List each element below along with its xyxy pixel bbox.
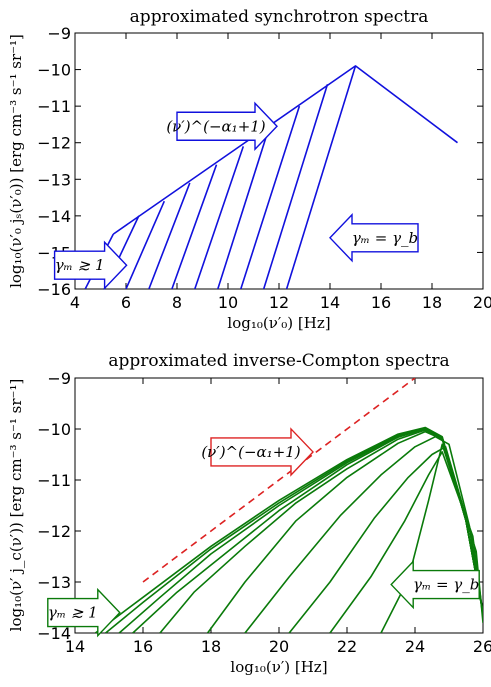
series-line-10 [285, 65, 357, 289]
y-tick-label: −9 [47, 369, 71, 388]
x-tick-label: 16 [371, 293, 391, 312]
y-tick-label: −16 [37, 280, 71, 299]
synchrotron-title: approximated synchrotron spectra [130, 7, 429, 27]
annotation-label-1: γₘ = γ_b [352, 229, 418, 247]
annotation-label-0: (ν′)^(−α₁+1) [201, 443, 300, 461]
x-tick-label: 24 [405, 637, 425, 656]
inverse-compton-title: approximated inverse-Compton spectra [108, 351, 449, 371]
synchrotron-plot-frame [74, 32, 484, 290]
inverse-compton-annotations: (ν′)^(−α₁+1) γₘ = γ_b γₘ ≳ 1 [47, 427, 480, 638]
x-tick-label: 18 [422, 293, 442, 312]
annotation-label-2: γₘ ≳ 1 [48, 604, 98, 622]
x-tick-label: 20 [269, 637, 289, 656]
series-line-3 [125, 200, 166, 289]
x-tick-label: 18 [201, 637, 221, 656]
annotation-arrow-2 [47, 587, 121, 638]
series-line-8 [329, 451, 483, 633]
synchrotron-curves [84, 65, 458, 289]
synchrotron-y-label: log₁₀(ν′₀ jₛ(ν′₀)) [erg cm⁻³ s⁻¹ sr⁻¹] [7, 34, 25, 288]
y-tick-label: −10 [37, 420, 71, 439]
inverse-compton-x-label: log₁₀(ν′) [Hz] [230, 658, 327, 676]
y-tick-label: −12 [37, 522, 71, 541]
inverse-compton-y-label: log₁₀(ν′ j_c(ν′)) [erg cm⁻³ s⁻¹ sr⁻¹] [7, 379, 25, 632]
x-tick-label: 14 [65, 637, 85, 656]
synchrotron-x-ticks: 4 6 8 10 12 14 16 18 20 [70, 33, 491, 312]
annotation-label-2: γₘ ≳ 1 [55, 256, 105, 274]
annotation-label-1: γₘ = γ_b [413, 576, 479, 594]
x-tick-label: 26 [473, 637, 491, 656]
y-tick-label: −9 [47, 24, 71, 43]
y-tick-label: −14 [37, 207, 71, 226]
y-tick-label: −14 [37, 624, 71, 643]
y-tick-label: −11 [37, 97, 71, 116]
series-line-7 [288, 445, 483, 633]
inverse-compton-x-ticks: 14 16 18 20 22 24 26 [65, 378, 491, 656]
x-tick-label: 16 [133, 637, 153, 656]
synchrotron-panel: approximated synchrotron spectra 4 6 8 10 12… [7, 7, 491, 332]
y-tick-label: −13 [37, 573, 71, 592]
y-tick-label: −13 [37, 170, 71, 189]
annotation-arrow-0 [176, 101, 278, 152]
inverse-compton-curves [94, 426, 483, 633]
x-tick-label: 6 [121, 293, 131, 312]
annotation-arrow-1 [329, 213, 419, 263]
x-tick-label: 20 [473, 293, 491, 312]
series-line-9 [262, 83, 329, 289]
inverse-compton-y-ticks: −9 −10 −11 −12 −13 −14 [37, 369, 483, 643]
y-tick-label: −11 [37, 471, 71, 490]
series-line-8 [240, 105, 301, 289]
y-tick-label: −12 [37, 134, 71, 153]
x-tick-label: 22 [337, 637, 357, 656]
y-tick-label: −10 [37, 61, 71, 80]
series-line-7 [217, 124, 271, 289]
series-line-4 [148, 182, 191, 289]
series-line-6 [244, 435, 483, 633]
x-tick-label: 8 [172, 293, 182, 312]
x-tick-label: 14 [320, 293, 340, 312]
series-line-9 [380, 443, 483, 633]
x-tick-label: 10 [218, 293, 238, 312]
annotation-arrow-2 [53, 240, 128, 290]
annotation-arrow-0 [210, 427, 314, 477]
inverse-compton-dashed-asymptote [142, 378, 416, 583]
inverse-compton-panel: approximated inverse-Compton spectra 14 1… [7, 351, 491, 676]
synchrotron-y-ticks: −9−10−11−12−13−14−15−16 [37, 24, 483, 299]
dashed-asymptote-line [142, 378, 416, 583]
x-tick-label: 4 [70, 293, 80, 312]
synchrotron-annotations: (ν′)^(−α₁+1) γₘ = γ_b γₘ ≳ 1 [53, 101, 419, 290]
series-line-6 [194, 146, 245, 289]
annotation-label-0: (ν′)^(−α₁+1) [166, 117, 265, 135]
x-tick-label: 12 [269, 293, 289, 312]
synchrotron-x-label: log₁₀(ν′₀) [Hz] [227, 314, 330, 332]
annotation-arrow-1 [390, 559, 480, 610]
series-line-5 [171, 164, 218, 289]
